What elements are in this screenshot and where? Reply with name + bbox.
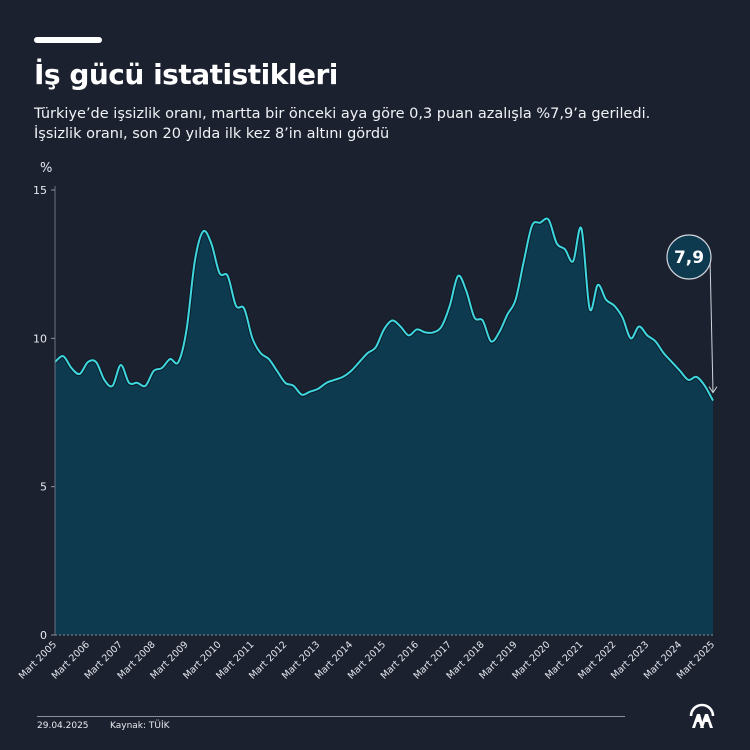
header-accent-bar	[34, 37, 102, 43]
annotation-badge	[666, 234, 712, 280]
y-tick-label: 5	[40, 481, 47, 494]
annotation-value-label: 7,9	[674, 248, 704, 268]
subtitle: Türkiye’de işsizlik oranı, martta bir ön…	[34, 104, 724, 144]
y-tick-label: 15	[33, 184, 47, 197]
footer-divider	[37, 716, 314, 717]
footer-source: Kaynak: TÜİK	[110, 721, 170, 731]
footer-date: 29.04.2025	[37, 721, 89, 731]
y-tick-label: 0	[40, 629, 47, 642]
y-tick-label: 10	[33, 332, 47, 345]
annotation-arrow-icon	[708, 386, 718, 394]
subtitle-line-1: Türkiye’de işsizlik oranı, martta bir ön…	[34, 106, 651, 122]
y-axis-unit-label: %	[40, 161, 53, 176]
aa-logo-icon	[689, 703, 715, 728]
page-title: İş gücü istatistikleri	[34, 58, 338, 91]
footer-divider-right	[314, 716, 625, 717]
annotation-leader-line	[709, 256, 714, 393]
subtitle-line-2: İşsizlik oranı, son 20 yılda ilk kez 8’i…	[34, 126, 390, 142]
series-area-fill	[55, 218, 713, 635]
